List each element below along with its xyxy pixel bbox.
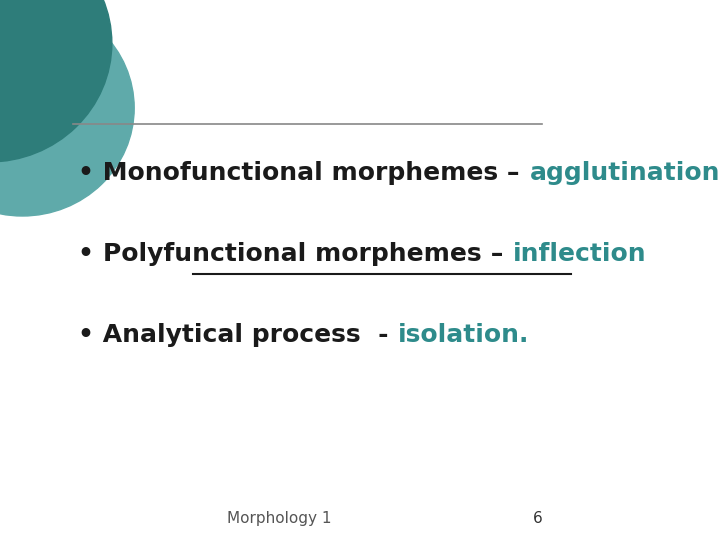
Text: inflection: inflection bbox=[513, 242, 647, 266]
Text: • Monofunctional morphemes –: • Monofunctional morphemes – bbox=[78, 161, 528, 185]
Text: –: – bbox=[482, 242, 513, 266]
Text: Polyfunctional morphemes: Polyfunctional morphemes bbox=[103, 242, 482, 266]
Text: 6: 6 bbox=[533, 511, 542, 526]
Text: •: • bbox=[78, 242, 103, 266]
Text: Morphology 1: Morphology 1 bbox=[228, 511, 332, 526]
Circle shape bbox=[0, 0, 112, 162]
Circle shape bbox=[0, 0, 134, 216]
Text: isolation.: isolation. bbox=[398, 323, 529, 347]
Text: agglutination: agglutination bbox=[529, 161, 720, 185]
Text: • Analytical process  -: • Analytical process - bbox=[78, 323, 397, 347]
